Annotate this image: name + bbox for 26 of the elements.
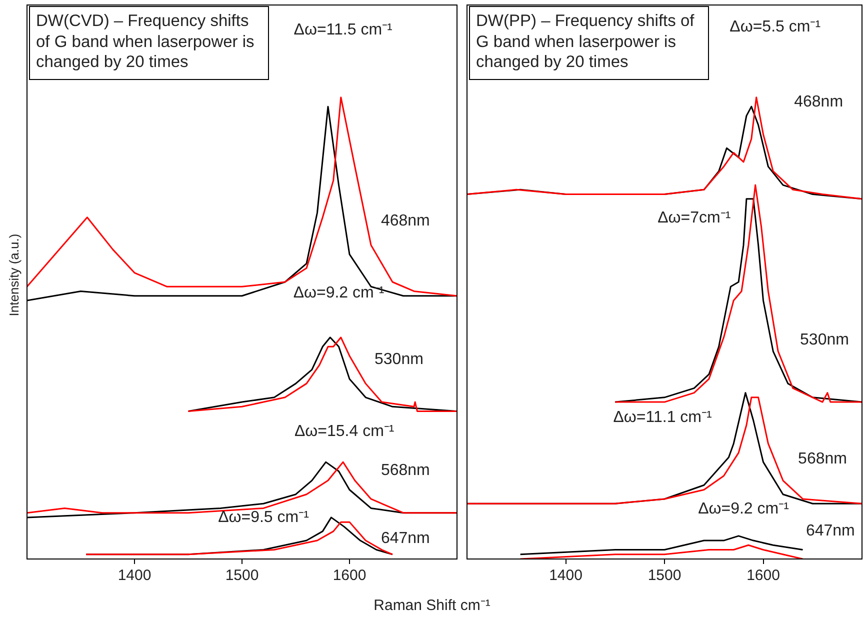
x-tick-label: 1400 <box>118 567 152 584</box>
chart-title: DW(CVD) – Frequency shifts of G band when laserpower is changed by 20 times <box>29 6 269 80</box>
annotation: 530nm <box>374 350 424 368</box>
x-tick-label: 1500 <box>648 567 682 584</box>
annotation: 530nm <box>800 332 849 349</box>
annotation: Δω=15.4 cm⁻¹ <box>294 422 394 440</box>
annotation: Δω=9.2 cm⁻¹ <box>698 500 789 518</box>
annotation: Δω=9.2 cm⁻¹ <box>293 284 384 302</box>
chart-title: DW(PP) – Frequency shifts of G band when laserpower is changed by 20 times <box>469 6 709 80</box>
x-tick-label: 1500 <box>225 567 259 584</box>
annotation: Δω=11.1 cm⁻¹ <box>613 409 712 426</box>
annotation: Δω=9.5 cm⁻¹ <box>218 508 309 526</box>
x-tick-label: 1400 <box>549 567 582 584</box>
annotation: 468nm <box>380 212 430 230</box>
annotation: Δω=7cm⁻¹ <box>658 210 731 227</box>
annotation: 468nm <box>794 93 844 110</box>
annotation: 647nm <box>806 522 855 540</box>
x-axis-title: Raman Shift cm⁻¹ <box>372 596 492 614</box>
y-axis-title: Intensity (a.u.) <box>6 234 22 316</box>
text: Δω=11.5 cm⁻¹ <box>294 21 392 38</box>
x-tick-label: 1600 <box>332 567 366 584</box>
annotation: 568nm <box>798 450 847 468</box>
annotation: 568nm <box>380 462 430 479</box>
text: Δω=5.5 cm⁻¹ <box>730 18 821 36</box>
annotation: 647nm <box>380 530 430 547</box>
x-tick-label: 1600 <box>746 567 780 584</box>
